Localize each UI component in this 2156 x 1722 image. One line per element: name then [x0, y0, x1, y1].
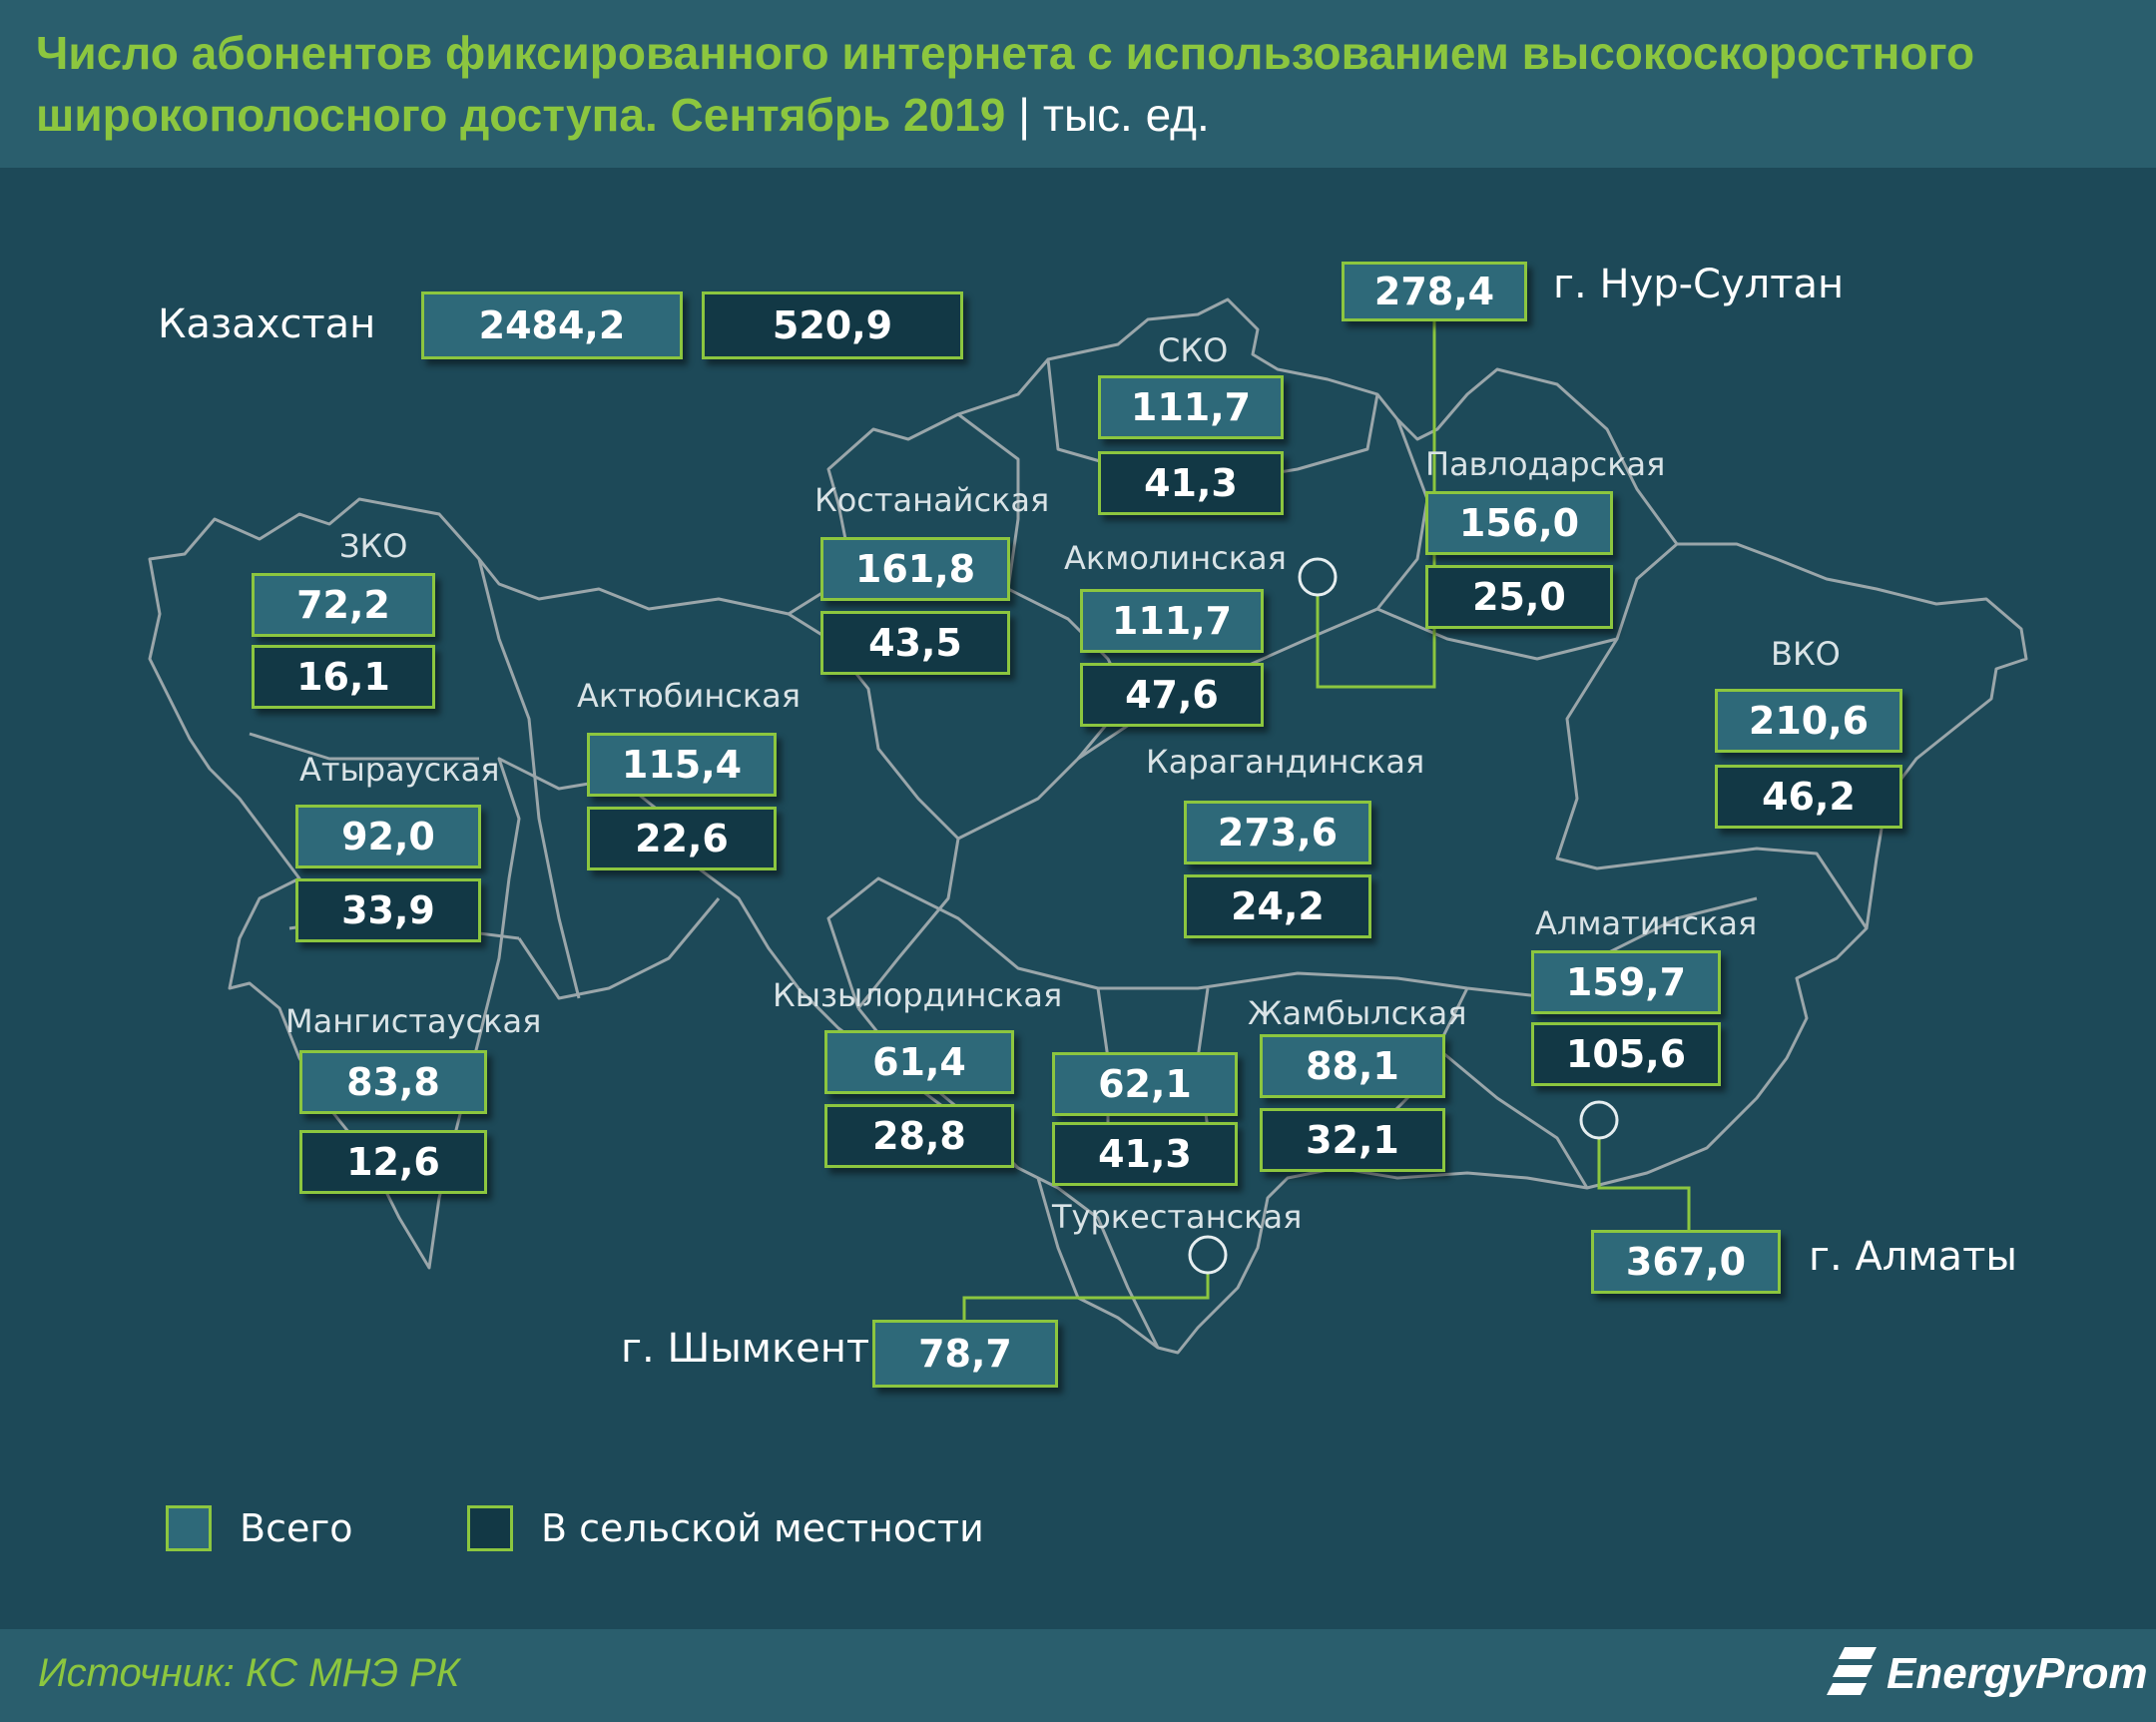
region-label-zko: ЗКО — [339, 527, 408, 565]
region-rural-kostanay: 43,5 — [820, 611, 1010, 675]
region-rural-pavlodar: 25,0 — [1425, 565, 1613, 629]
country-label: Казахстан — [158, 301, 376, 347]
region-label-sko: СКО — [1158, 331, 1229, 369]
almaty-city-marker — [1579, 1100, 1619, 1140]
city-total-almaty: 367,0 — [1591, 1230, 1781, 1294]
region-total-akmola: 111,7 — [1080, 589, 1264, 653]
region-total-kyzylorda: 61,4 — [824, 1030, 1014, 1094]
unit-label: | тыс. ед. — [1018, 89, 1210, 141]
region-total-atyrau: 92,0 — [295, 805, 481, 868]
region-rural-turkestan: 41,3 — [1052, 1122, 1238, 1186]
source-note: Источник: КС МНЭ РК — [38, 1651, 460, 1695]
legend-rural-label: В сельской местности — [541, 1506, 984, 1550]
region-rural-atyrau: 33,9 — [295, 878, 481, 942]
region-total-kostanay: 161,8 — [820, 537, 1010, 601]
region-rural-mangistau: 12,6 — [299, 1130, 487, 1194]
connector-almaty — [1597, 1138, 1691, 1234]
energyprom-logo-icon — [1827, 1647, 1877, 1695]
region-rural-akmola: 47,6 — [1080, 663, 1264, 727]
region-total-zhambyl: 88,1 — [1260, 1034, 1445, 1098]
border-almaty-karaganda — [1435, 987, 1589, 1189]
city-label-shymkent: г. Шымкент — [621, 1326, 870, 1372]
region-rural-karaganda: 24,2 — [1184, 874, 1371, 938]
region-total-turkestan: 62,1 — [1052, 1052, 1238, 1116]
city-total-shymkent: 78,7 — [872, 1320, 1058, 1388]
border-vko — [1555, 638, 1869, 929]
region-rural-vko: 46,2 — [1715, 765, 1902, 829]
brand-logo: EnergyProm — [1827, 1641, 2148, 1711]
region-total-sko: 111,7 — [1098, 375, 1284, 439]
region-total-mangistau: 83,8 — [299, 1050, 487, 1114]
region-rural-kyzylorda: 28,8 — [824, 1104, 1014, 1168]
region-rural-sko: 41,3 — [1098, 451, 1284, 515]
country-total-value: 2484,2 — [421, 291, 683, 359]
region-rural-zko: 16,1 — [252, 645, 435, 709]
region-label-atyrau: Атырауская — [299, 751, 500, 789]
legend-rural-swatch — [467, 1505, 513, 1551]
region-label-kyzylorda: Кызылординская — [773, 976, 1063, 1014]
region-label-turkestan: Туркестанская — [1052, 1198, 1303, 1236]
region-label-mangistau: Мангистауская — [285, 1002, 542, 1040]
region-total-zko: 72,2 — [252, 573, 435, 637]
region-total-aktobe: 115,4 — [587, 733, 777, 797]
region-label-kostanay: Костанайская — [814, 481, 1050, 519]
region-total-vko: 210,6 — [1715, 689, 1902, 753]
region-total-karaganda: 273,6 — [1184, 801, 1371, 864]
header: Число абонентов фиксированного интернета… — [0, 0, 2156, 168]
region-label-almaty: Алматинская — [1535, 904, 1758, 942]
region-label-karaganda: Карагандинская — [1146, 743, 1425, 781]
region-label-akmola: Акмолинская — [1064, 539, 1287, 577]
region-rural-zhambyl: 32,1 — [1260, 1108, 1445, 1172]
city-total-nur-sultan: 278,4 — [1342, 262, 1527, 321]
border-west-aktobe — [477, 558, 581, 999]
footer: Источник: КС МНЭ РК EnergyProm — [0, 1629, 2156, 1722]
region-label-aktobe: Актюбинская — [577, 677, 802, 715]
region-total-almaty: 159,7 — [1531, 950, 1721, 1014]
shymkent-city-marker — [1188, 1235, 1228, 1275]
connector-shymkent — [962, 1273, 1210, 1324]
region-rural-almaty: 105,6 — [1531, 1022, 1721, 1086]
region-label-pavlodar: Павлодарская — [1425, 445, 1666, 483]
country-rural-value: 520,9 — [702, 291, 963, 359]
legend-total-swatch — [166, 1505, 212, 1551]
city-label-almaty: г. Алматы — [1809, 1234, 2017, 1280]
title-line-2: широкополосного доступа. Сентябрь 2019 — [36, 89, 1006, 141]
legend-total-label: Всего — [240, 1506, 353, 1550]
brand-name: EnergyProm — [1886, 1649, 2148, 1698]
region-label-zhambyl: Жамбылская — [1248, 994, 1467, 1032]
title-line-1: Число абонентов фиксированного интернета… — [36, 27, 1975, 79]
region-total-pavlodar: 156,0 — [1425, 491, 1613, 555]
city-label-nur-sultan: г. Нур-Султан — [1553, 262, 1845, 307]
chart-title: Число абонентов фиксированного интернета… — [36, 22, 2112, 146]
region-rural-aktobe: 22,6 — [587, 807, 777, 870]
nur-sultan-city-marker — [1298, 557, 1338, 597]
region-label-vko: ВКО — [1771, 635, 1841, 673]
border-mangistau-aktobe — [517, 897, 721, 1000]
border-zko-atyrau — [249, 732, 479, 761]
